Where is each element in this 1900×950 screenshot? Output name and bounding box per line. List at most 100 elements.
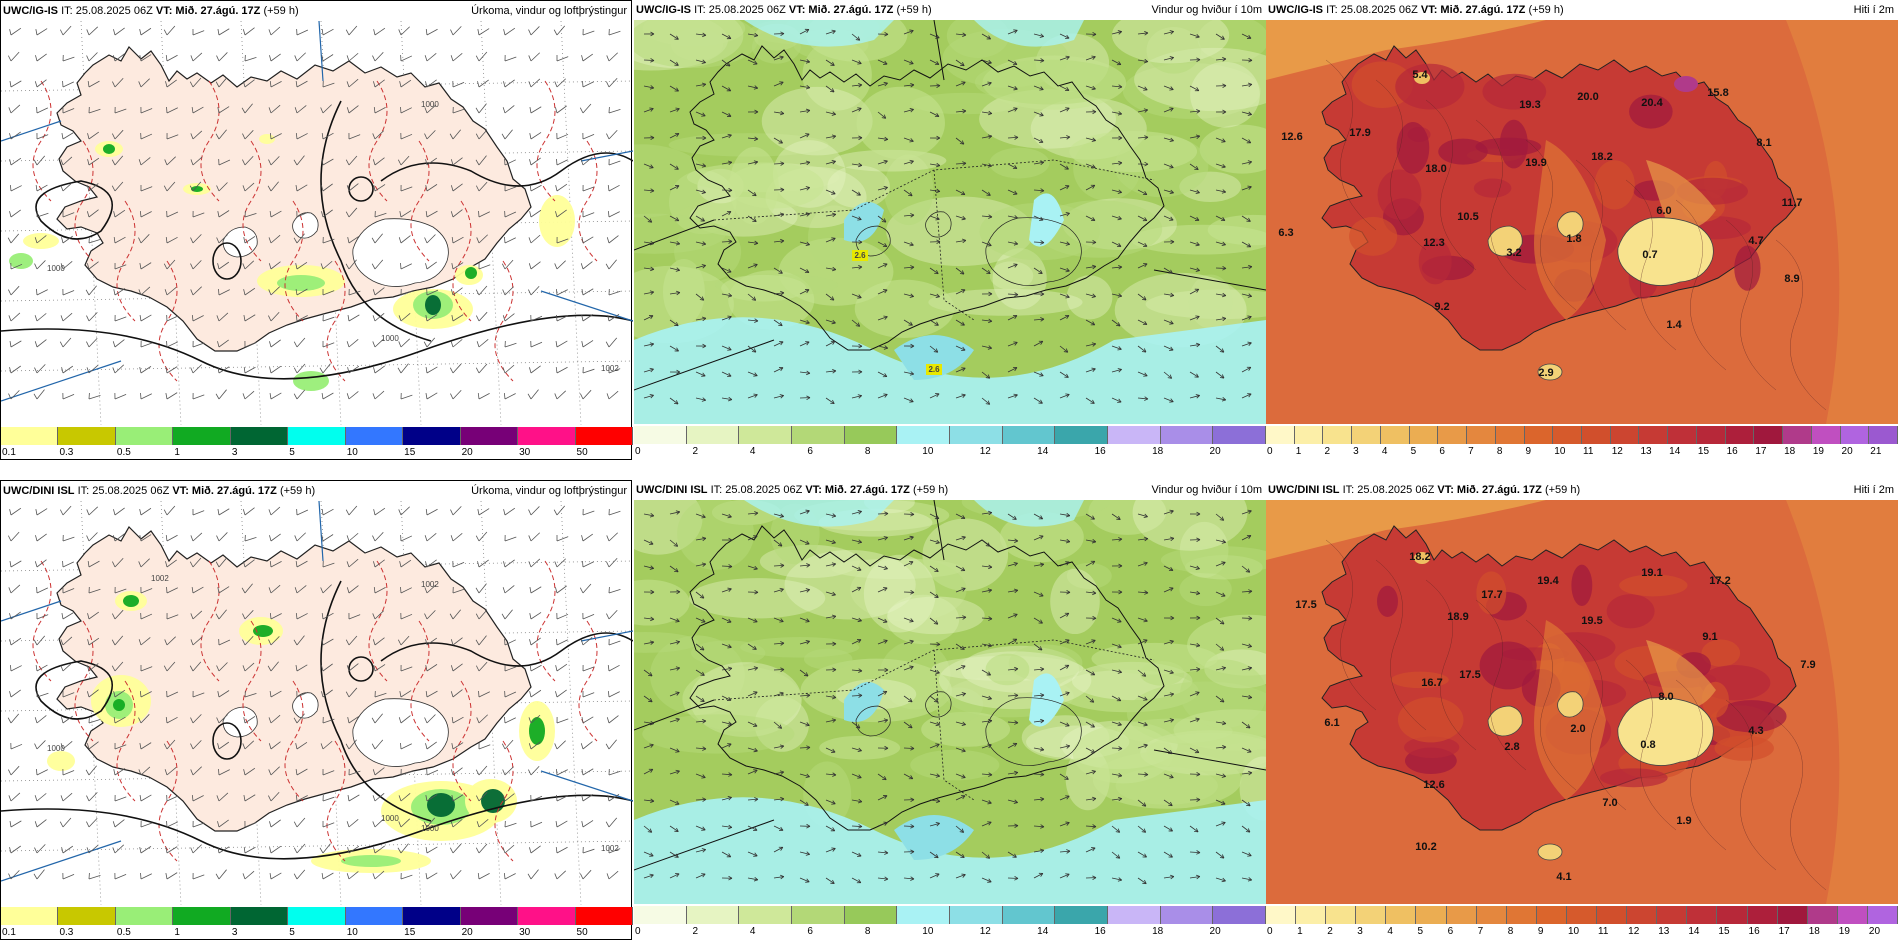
colorbar-segment: [460, 427, 519, 445]
colorbar-segment: [115, 907, 174, 925]
colorbar-tick: 10: [346, 927, 358, 938]
lead-time: (+59 h): [912, 484, 949, 496]
map-precip: 1000 1002 1000 1000: [1, 21, 633, 425]
colorbar-segment: [1352, 426, 1381, 444]
temperature-value: 9.2: [1434, 301, 1449, 313]
colorbar-segment: [1696, 426, 1726, 444]
temperature-value: 5.4: [1412, 69, 1428, 81]
colorbar-tick: 2: [692, 446, 699, 457]
colorbar-segment: [288, 427, 346, 445]
panel-temp-p3: UWC/IG-IS IT: 25.08.2025 06Z VT: Mið. 27…: [1266, 0, 1898, 460]
init-time: IT: 25.08.2025 06Z: [694, 4, 786, 16]
colorbar-segment: [1296, 906, 1327, 924]
init-time: IT: 25.08.2025 06Z: [1326, 4, 1418, 16]
colorbar-segment: [230, 427, 289, 445]
map-canvas: 1000 1002 1000 1002 1000 1002: [1, 501, 633, 905]
valid-time-label: VT:: [172, 485, 189, 497]
valid-time: Mið. 27.ágú. 17Z: [824, 484, 910, 496]
pressure-label: 1000: [421, 100, 439, 109]
colorbar-tick: 50: [576, 447, 588, 458]
colorbar-segment: [1867, 906, 1898, 924]
temperature-value: 18.9: [1447, 611, 1468, 623]
colorbar-tick: 0.1: [2, 927, 16, 938]
model-name: UWC/DINI ISL: [636, 484, 708, 496]
colorbar-segment: [1108, 426, 1161, 444]
pressure-label: 1002: [421, 580, 439, 589]
colorbar-segment: [1566, 906, 1598, 924]
colorbar-tick: 5: [289, 927, 295, 938]
temperature-value: 11.7: [1782, 197, 1803, 209]
colorbar-tick: 10: [922, 446, 934, 457]
colorbar-segment: [1002, 426, 1056, 444]
colorbar-segment: [1869, 426, 1898, 444]
colorbar-segment: [575, 907, 633, 925]
temperature-value: 4.1: [1556, 871, 1571, 883]
pressure-label: 1002: [601, 844, 619, 853]
colorbar-tick: 0: [1267, 926, 1273, 937]
colorbar-tick: 4: [749, 446, 756, 457]
map-temp: 5.4 19.3 20.0 20.4 15.8 12.6 17.9 19.9 18.2 8.1 18…: [1266, 20, 1898, 424]
temperature-value: 19.4: [1537, 575, 1559, 587]
valid-time: Mið. 27.ágú. 17Z: [1440, 4, 1526, 16]
valid-time: Mið. 27.ágú. 17Z: [808, 4, 894, 16]
colorbar-segment: [950, 906, 1003, 924]
colorbar-tick: 8: [864, 926, 871, 937]
valid-time-label: VT:: [1437, 484, 1454, 496]
pressure-label: 1000: [381, 334, 399, 343]
temperature-value: 19.5: [1581, 615, 1602, 627]
colorbar-segment: [1476, 906, 1507, 924]
colorbar-tick: 19: [1838, 926, 1850, 937]
colorbar-tick: 30: [519, 447, 531, 458]
map-canvas: 18.2 19.4 19.1 17.2 17.7 17.5 18.9 19.5 9.1 7.9 17…: [1266, 500, 1898, 904]
colorbar-tick: 20: [1209, 926, 1221, 937]
colorbar-tick: 7: [1468, 446, 1474, 457]
temperature-value: 0.7: [1642, 249, 1657, 261]
temperature-value: 8.0: [1658, 691, 1673, 703]
colorbar-tick: 4: [1387, 926, 1393, 937]
colorbar-segment: [1717, 906, 1748, 924]
colorbar-segment: [173, 427, 231, 445]
map-wind: [634, 500, 1266, 904]
temperature-value: 18.2: [1409, 551, 1430, 563]
temperature-value: 15.8: [1707, 87, 1728, 99]
init-time: IT: 25.08.2025 06Z: [61, 5, 153, 17]
map-wind: 2.6 2.6: [634, 20, 1266, 424]
colorbar: 0.1 0.3 0.5 1 3 5 10 15 20 30 50: [1, 425, 633, 461]
init-time: IT: 25.08.2025 06Z: [77, 485, 170, 497]
colorbar-tick: 1: [1295, 446, 1302, 457]
colorbar-tick: 0.3: [59, 447, 74, 458]
colorbar-tick: 8: [1496, 446, 1503, 457]
colorbar-tick: 6: [807, 446, 813, 457]
panel-header: UWC/IG-IS IT: 25.08.2025 06Z VT: Mið. 27…: [634, 0, 1266, 20]
temperature-value: 7.9: [1800, 659, 1815, 671]
colorbar-tick: 18: [1152, 446, 1164, 457]
valid-time: Mið. 27.ágú. 17Z: [1456, 484, 1542, 496]
colorbar-tick: 5: [289, 447, 295, 458]
temperature-value: 6.3: [1278, 227, 1293, 239]
colorbar-tick: 0: [635, 926, 641, 937]
colorbar-tick: 6: [1439, 446, 1445, 457]
colorbar-tick: 6: [807, 926, 813, 937]
map-precip: 1000 1002 1000 1002 1000 1002: [1, 501, 633, 905]
colorbar-tick: 12: [979, 446, 991, 457]
colorbar-tick: 14: [1688, 926, 1700, 937]
colorbar-segment: [1356, 906, 1387, 924]
colorbar-tick: 4: [1381, 446, 1388, 457]
pressure-label: 1002: [601, 364, 619, 373]
lead-time: (+59 h): [1528, 4, 1564, 16]
colorbar-tick: 13: [1658, 926, 1670, 937]
colorbar-tick: 10: [1554, 446, 1566, 457]
colorbar-tick: 7: [1477, 926, 1484, 937]
colorbar-segment: [1380, 426, 1410, 444]
colorbar-tick: 15: [404, 447, 416, 458]
colorbar-tick: 15: [404, 927, 416, 938]
colorbar-tick: 14: [1037, 446, 1049, 457]
colorbar-segment: [1524, 426, 1554, 444]
colorbar-tick: 30: [519, 927, 531, 938]
colorbar-segment: [739, 906, 792, 924]
colorbar-tick: 0.3: [59, 927, 74, 938]
pressure-label: 1002: [151, 574, 169, 583]
model-name: UWC/IG-IS: [3, 5, 58, 17]
colorbar-segment: [1639, 426, 1669, 444]
colorbar-segment: [288, 907, 346, 925]
